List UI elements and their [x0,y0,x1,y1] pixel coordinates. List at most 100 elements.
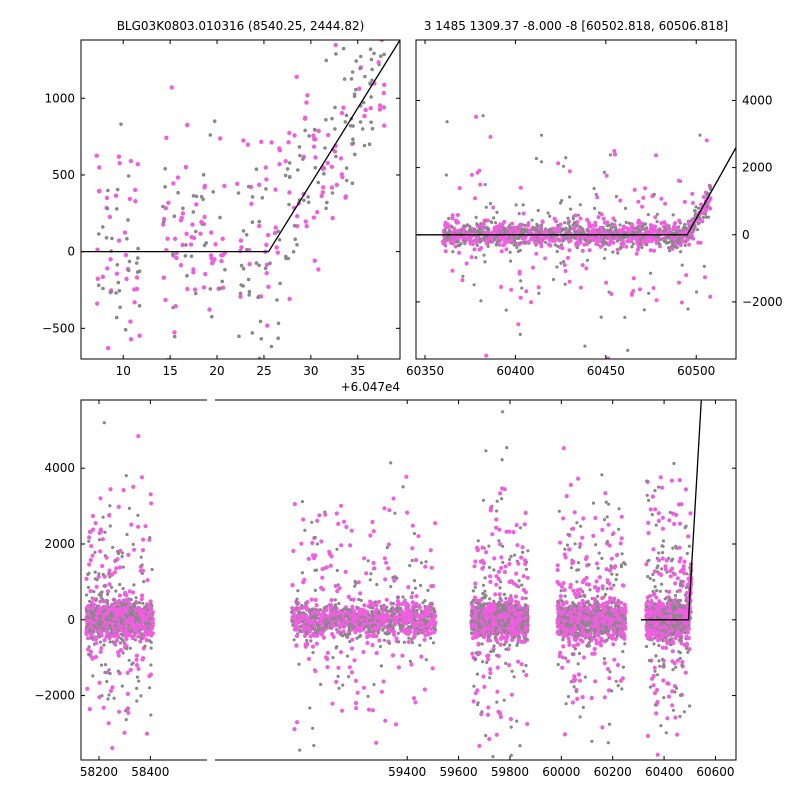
x-offset-label: +6.047e4 [341,380,400,394]
gray-point [97,572,101,576]
gray-point [276,336,281,341]
gray-point [451,250,455,254]
pink-point [400,620,405,625]
pink-point [324,565,329,570]
gray-point [105,679,109,684]
pink-point [163,206,168,211]
pink-point [473,559,478,564]
pink-point [404,630,410,635]
pink-point [172,330,177,335]
pink-point [90,553,95,558]
pink-point [87,707,92,712]
gray-point [264,187,268,191]
gray-point [103,670,107,675]
pink-point [674,225,679,230]
gray-point [208,287,213,291]
pink-point [469,255,474,260]
gray-point [665,236,669,240]
pink-point [317,513,322,518]
pink-point [140,593,145,598]
gray-point [137,679,141,683]
pink-point [277,146,282,151]
pink-point [428,548,433,553]
gray-point [301,620,305,624]
gray-point [114,315,119,320]
gray-point [137,601,142,605]
pink-point [349,670,354,675]
pink-point [587,224,592,229]
gray-point [127,658,131,662]
gray-point [706,191,710,195]
x-tick-label: 15 [162,364,177,378]
pink-point [479,246,484,250]
gray-point [313,588,317,593]
pink-point [676,178,681,183]
pink-point [306,556,311,562]
axes-frame [80,39,401,360]
pink-point [686,221,691,226]
pink-point [334,679,339,685]
gray-point [599,315,603,319]
gray-point [351,137,355,141]
gray-point [246,184,251,189]
gray-point [135,611,139,615]
pink-point [363,611,368,616]
pink-point [296,619,301,624]
gray-point [484,235,488,239]
gray-point [548,227,552,231]
pink-point [320,566,325,572]
pink-point [631,276,636,281]
pink-point [85,686,90,691]
pink-point [301,580,306,585]
pink-point [330,701,335,706]
gray-point [627,221,631,225]
pink-point [336,665,341,670]
pink-point [368,106,373,111]
gray-point [121,651,125,655]
gray-point [324,118,328,122]
gray-point [626,235,630,239]
pink-point [634,251,639,256]
pink-point [125,598,130,604]
x-tick-label: 10 [116,364,131,378]
pink-point [371,634,376,639]
pink-point [116,154,122,159]
pink-point [349,646,355,651]
gray-point [493,221,498,225]
pink-point [84,576,89,582]
gray-point [323,510,327,514]
pink-point [642,238,647,243]
pink-point [522,522,527,527]
pink-point [335,589,340,594]
pink-point [209,230,214,235]
pink-point [318,617,323,622]
gray-point [576,213,581,217]
gray-point [86,572,90,577]
pink-point [188,242,194,247]
gray-point [247,289,252,294]
pink-point [613,152,617,157]
gray-point [655,212,660,216]
pink-point [460,278,465,283]
pink-point [98,549,103,554]
pink-point [650,224,655,229]
pink-point [370,643,375,648]
pink-point [131,484,136,489]
pink-point [595,195,600,200]
pink-point [110,602,115,608]
pink-point [374,650,379,656]
pink-point [213,242,218,247]
gray-point [567,230,572,234]
gray-point [501,410,505,414]
gray-point [316,623,320,628]
pink-point [127,615,132,620]
gray-point [680,263,684,267]
pink-point [419,654,424,659]
pink-point [277,162,282,167]
pink-point [379,689,384,694]
pink-point [558,222,563,227]
gray-point [348,632,352,636]
gray-point [106,697,110,701]
pink-point [361,621,366,627]
gray-point [409,625,413,630]
